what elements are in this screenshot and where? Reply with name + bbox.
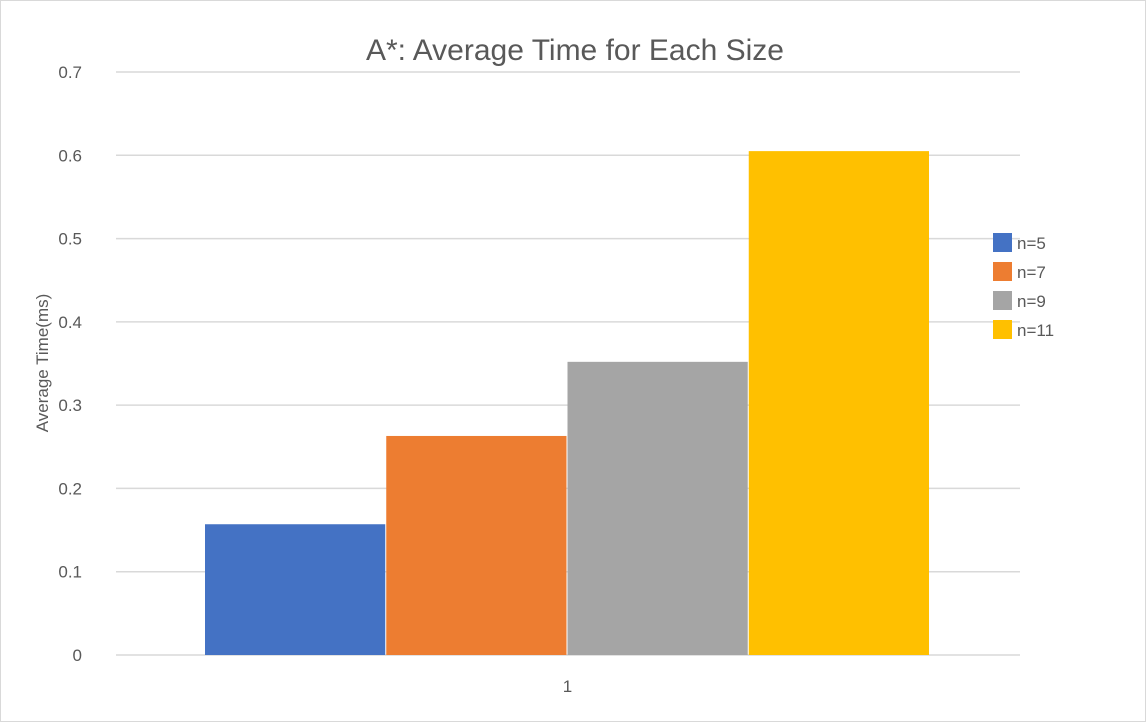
y-tick-labels: 0 0.1 0.2 0.3 0.4 0.5 0.6 0.7 [58,63,82,665]
legend: n=5 n=7 n=9 n=11 [993,233,1054,340]
y-tick-label: 0.3 [58,396,82,415]
bar-n=7 [386,435,567,655]
y-tick-label: 0.1 [58,563,82,582]
legend-label: n=9 [1017,292,1046,311]
legend-label: n=5 [1017,234,1046,253]
y-tick-label: 0.5 [58,230,82,249]
legend-swatch [993,320,1012,339]
bars [205,151,929,655]
legend-label: n=11 [1017,321,1054,340]
y-tick-label: 0.6 [58,146,82,165]
y-tick-label: 0 [73,646,82,665]
bar-n=5 [205,524,386,655]
x-tick-label: 1 [563,677,572,696]
legend-swatch [993,233,1012,252]
y-axis-label: Average Time(ms) [33,294,52,433]
chart-title: A*: Average Time for Each Size [366,34,784,67]
y-tick-label: 0.2 [58,479,82,498]
bar-n=9 [567,361,748,655]
legend-swatch [993,291,1012,310]
legend-label: n=7 [1017,263,1046,282]
x-tick-labels: 1 [563,677,572,696]
y-tick-label: 0.7 [58,63,82,82]
y-tick-label: 0.4 [58,313,82,332]
legend-swatch [993,262,1012,281]
bar-n=11 [748,151,929,655]
